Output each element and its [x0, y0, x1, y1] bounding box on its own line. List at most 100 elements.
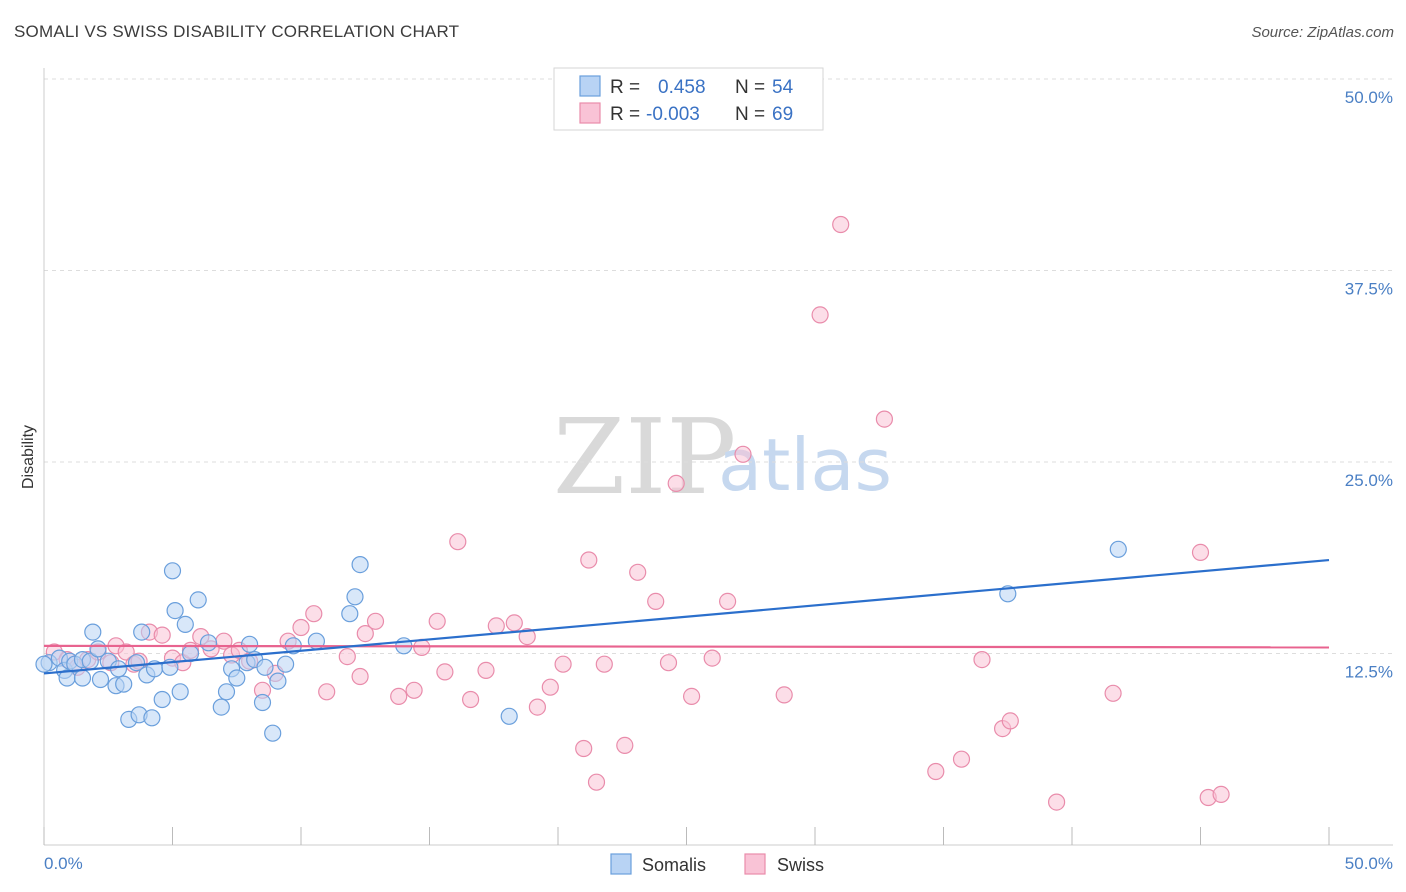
swiss-point-55 — [703, 649, 721, 667]
legend-r-value-swiss: -0.003 — [646, 104, 700, 125]
legend-bottom: Somalis Swiss — [610, 853, 824, 875]
swiss-point-45 — [575, 739, 593, 758]
bottom-legend-label-somalis: Somalis — [642, 855, 706, 875]
swiss-point-40 — [505, 614, 523, 632]
legend-r-value-somalis: 0.458 — [658, 77, 706, 98]
swiss-point-27 — [338, 647, 356, 666]
swiss-point-37 — [462, 690, 480, 709]
somalis-point-48 — [351, 555, 369, 574]
y-tick-label-0: 12.5% — [1345, 663, 1393, 682]
somalis-point-23 — [153, 690, 171, 709]
swiss-point-34 — [428, 612, 446, 630]
legend-swatch-swiss — [579, 102, 601, 124]
somalis-point-9 — [84, 623, 102, 641]
somalis-point-39 — [253, 693, 272, 712]
swiss-point-11 — [153, 626, 171, 644]
swiss-point-30 — [366, 612, 385, 630]
swiss-point-59 — [811, 306, 829, 324]
watermark: ZIP atlas — [553, 396, 892, 518]
legend-n-value-swiss: 69 — [772, 104, 793, 125]
x-tick-label-max: 50.0% — [1345, 854, 1393, 873]
somalis-point-35 — [228, 669, 246, 687]
somalis-point-53 — [35, 655, 53, 673]
bottom-legend-swatch-swiss — [744, 853, 766, 875]
swiss-point-56 — [718, 592, 737, 611]
swiss-point-46 — [580, 551, 598, 569]
swiss-point-71 — [1212, 785, 1230, 804]
watermark-atlas: atlas — [718, 423, 892, 507]
x-tick-label-min: 0.0% — [44, 854, 83, 873]
swiss-point-66 — [1001, 712, 1019, 730]
somalis-point-40 — [256, 658, 274, 676]
grid-lines — [44, 78, 1393, 654]
swiss-point-24 — [292, 618, 310, 637]
swiss-point-54 — [682, 687, 701, 706]
y-tick-label-1: 25.0% — [1345, 471, 1393, 490]
legend-r-label-somalis: R = — [610, 77, 640, 98]
swiss-point-26 — [318, 683, 336, 701]
chart-title: SOMALI VS SWISS DISABILITY CORRELATION C… — [14, 22, 460, 41]
y-tick-label-2: 37.5% — [1345, 280, 1393, 299]
swiss-point-61 — [875, 410, 894, 428]
swiss-point-49 — [616, 736, 634, 755]
somalis-point-26 — [166, 601, 184, 620]
swiss-point-36 — [449, 533, 467, 551]
somalis-point-46 — [341, 605, 359, 623]
somalis-point-25 — [163, 562, 182, 580]
swiss-point-29 — [356, 624, 374, 643]
legend-swatch-somalis — [579, 75, 601, 97]
swiss-point-57 — [734, 445, 752, 463]
swiss-point-53 — [667, 474, 685, 492]
swiss-point-32 — [405, 681, 423, 699]
swiss-point-42 — [528, 698, 547, 716]
swiss-point-33 — [413, 638, 431, 657]
swiss-point-44 — [554, 655, 572, 673]
swiss-point-31 — [390, 687, 408, 706]
swiss-point-38 — [477, 661, 495, 680]
swiss-point-68 — [1104, 684, 1122, 702]
somalis-point-50 — [500, 707, 518, 725]
swiss-point-58 — [775, 686, 793, 704]
swiss-point-39 — [487, 617, 505, 635]
somalis-point-27 — [171, 683, 189, 701]
y-tick-label-3: 50.0% — [1345, 88, 1393, 107]
legend-r-label-swiss: R = — [610, 104, 640, 125]
somalis-point-43 — [277, 655, 295, 673]
source-credit: Source: ZipAtlas.com — [1251, 24, 1394, 41]
somalis-point-37 — [241, 635, 259, 653]
swiss-point-51 — [647, 592, 665, 611]
somalis-point-30 — [189, 591, 207, 609]
swiss-point-67 — [1047, 793, 1066, 811]
somalis-point-21 — [143, 709, 161, 727]
swiss-point-48 — [595, 655, 613, 673]
somalis-trend-line — [43, 558, 1330, 675]
y-axis-title: Disability — [20, 425, 37, 489]
swiss-point-47 — [587, 773, 606, 791]
swiss-point-43 — [541, 678, 559, 696]
trend-lines — [43, 558, 1330, 675]
bottom-legend-swatch-somalis — [610, 853, 632, 875]
swiss-point-35 — [436, 663, 454, 681]
somalis-point-11 — [91, 670, 110, 689]
somalis-point-31 — [199, 634, 218, 652]
somalis-point-15 — [115, 675, 133, 693]
swiss-point-7 — [117, 643, 135, 661]
somalis-point-33 — [217, 683, 236, 701]
somalis-point-47 — [346, 588, 364, 606]
bottom-legend-label-swiss: Swiss — [777, 855, 824, 875]
swiss-point-64 — [973, 650, 991, 669]
legend-n-label-somalis: N = — [735, 77, 765, 98]
swiss-point-50 — [629, 563, 647, 581]
swiss-point-63 — [952, 750, 971, 768]
somalis-point-14 — [109, 660, 128, 678]
axes — [43, 68, 1393, 846]
swiss-point-60 — [832, 215, 850, 234]
somalis-point-52 — [1109, 540, 1127, 558]
legend-n-label-swiss: N = — [735, 104, 765, 125]
legend-n-value-somalis: 54 — [772, 77, 794, 98]
swiss-point-41 — [518, 627, 536, 646]
somalis-point-41 — [264, 724, 282, 742]
swiss-point-28 — [351, 667, 369, 686]
legend-top: R = 0.458 N = 54 R = -0.003 N = 69 — [553, 67, 824, 131]
somalis-points — [35, 540, 1127, 742]
